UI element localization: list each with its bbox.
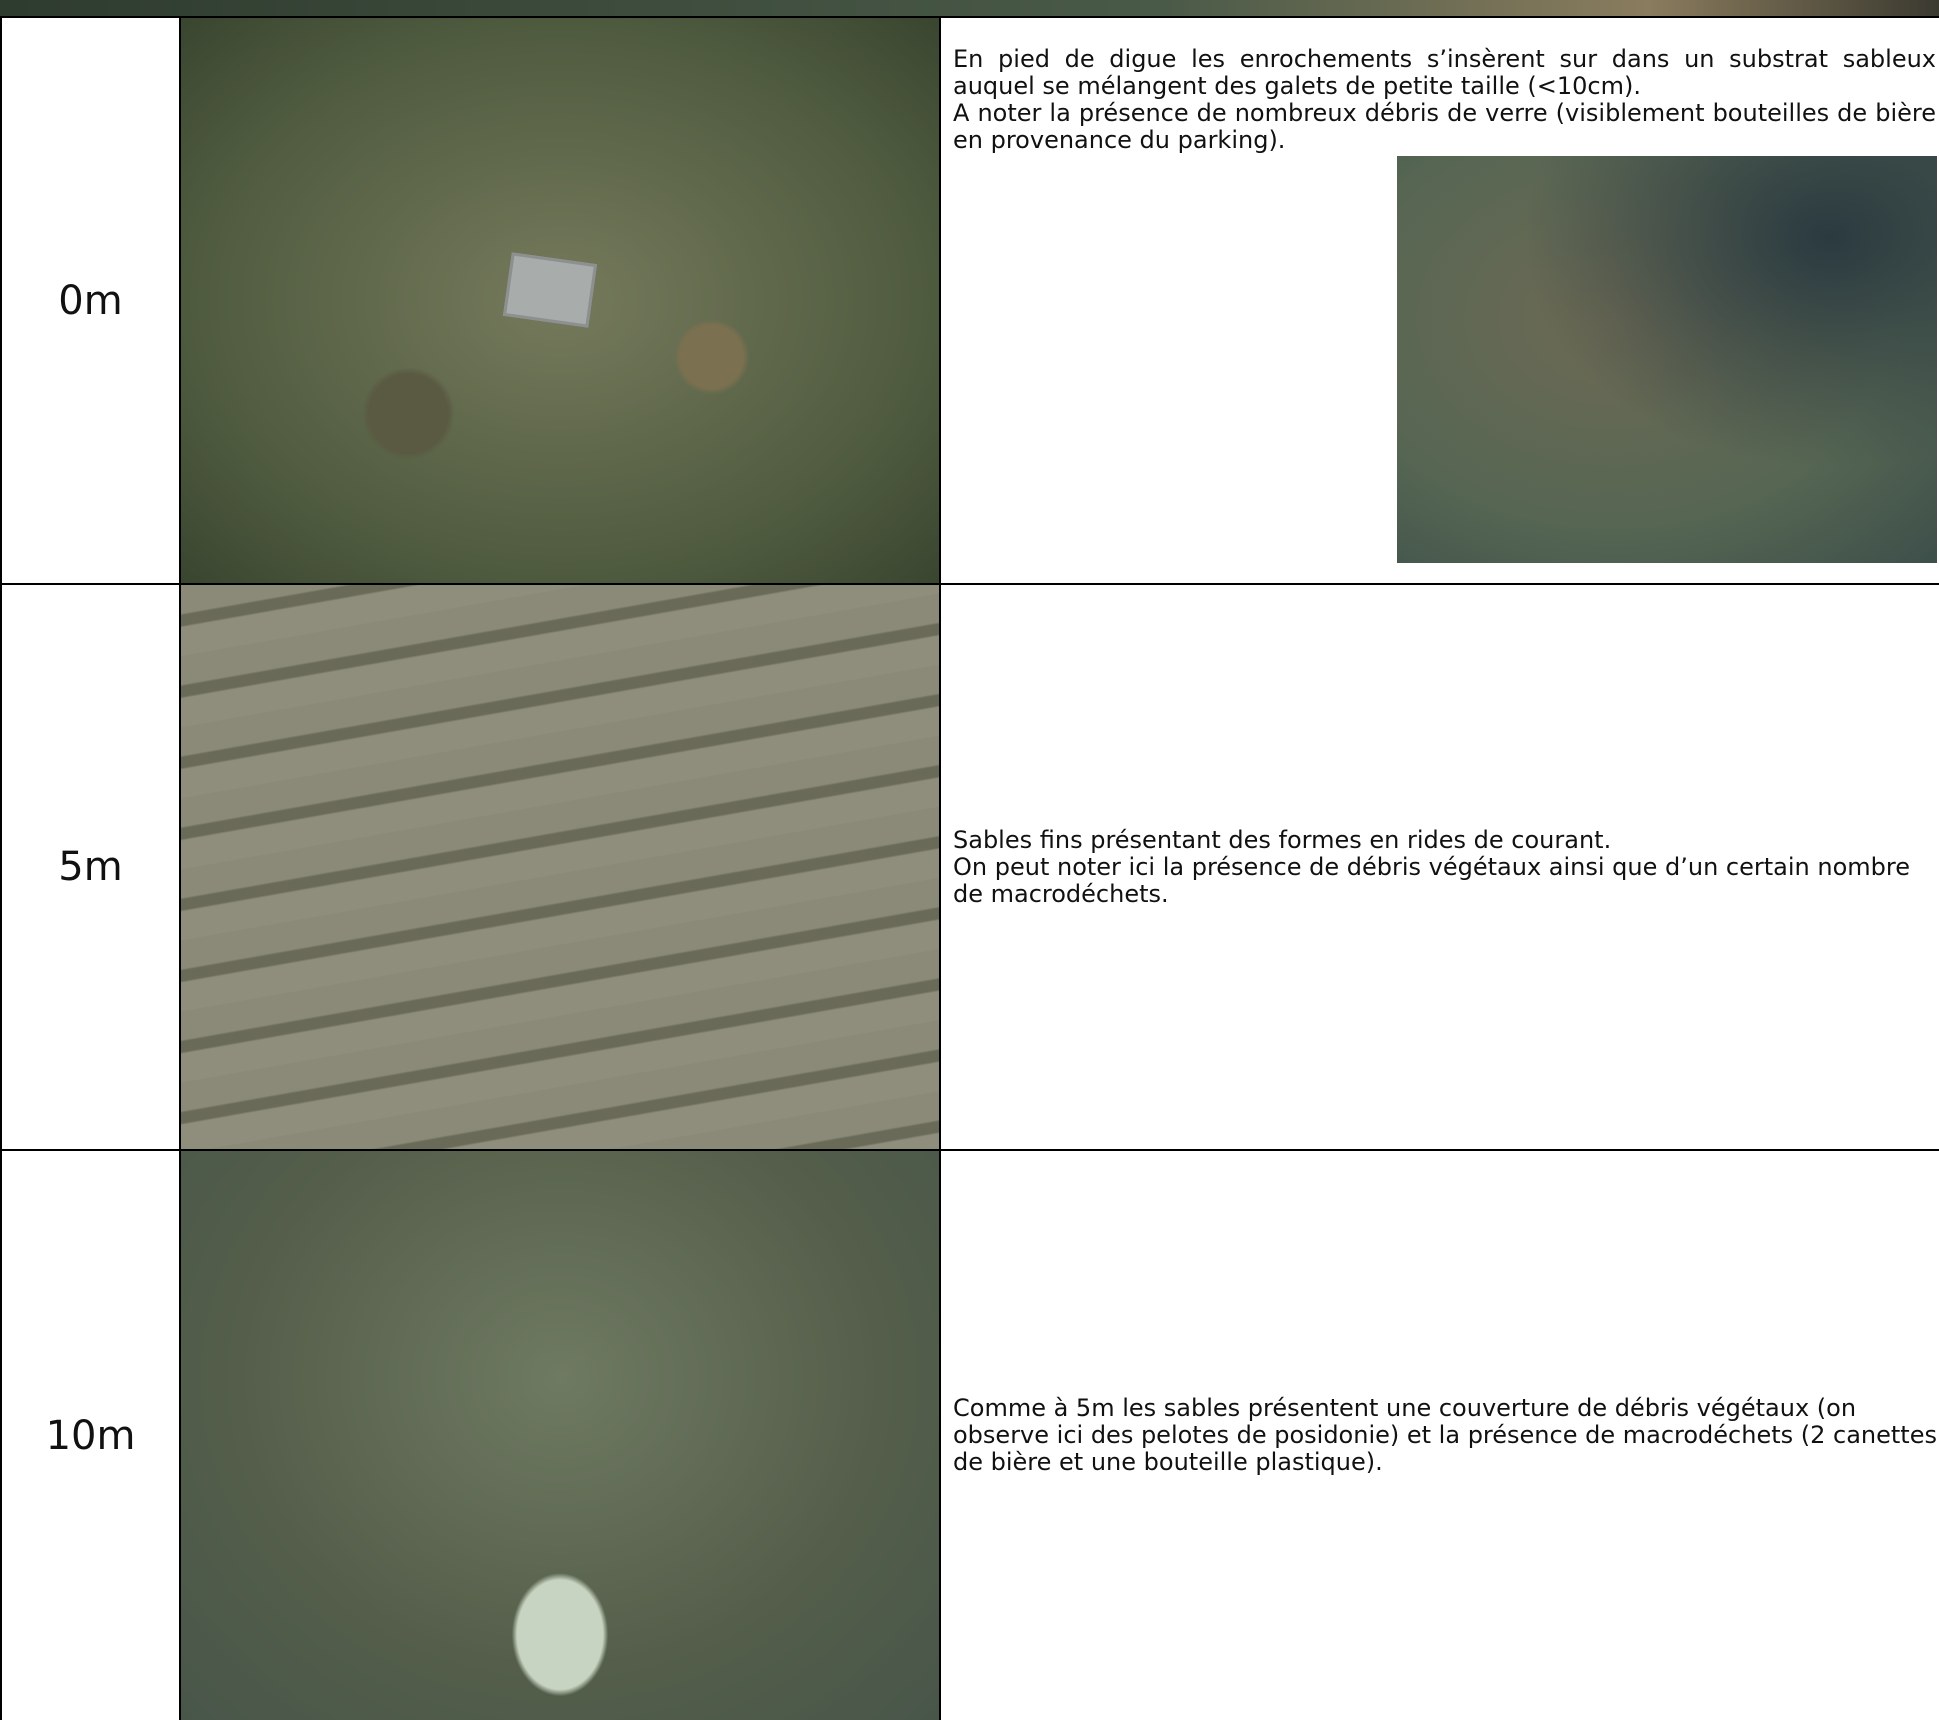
paragraph: En pied de digue les enrochements s’insè…: [953, 45, 1936, 100]
depth-label: 10m: [0, 1151, 179, 1720]
depth-label: 0m: [0, 18, 179, 583]
photo: [179, 585, 939, 1149]
paragraph: Sables fins présentant des formes en rid…: [953, 825, 1612, 854]
float-spacer: [1936, 46, 1937, 156]
table-row: 10m Comme à 5m les sables présentent une …: [0, 1149, 1939, 1720]
photo: [179, 18, 939, 583]
depth-label: 5m: [0, 585, 179, 1149]
header-strip: [0, 0, 1939, 16]
photo-detail: [502, 252, 598, 328]
paragraph: On peut noter ici la présence de débris …: [953, 852, 1910, 908]
paragraph: Comme à 5m les sables présentent une cou…: [953, 1394, 1937, 1476]
inset-photo: [1397, 156, 1937, 563]
description: Comme à 5m les sables présentent une cou…: [939, 1151, 1939, 1720]
description: En pied de digue les enrochements s’insè…: [939, 18, 1939, 583]
table-row: 5m Sables fins présentant des formes en r…: [0, 583, 1939, 1149]
description: Sables fins présentant des formes en rid…: [939, 585, 1939, 1149]
paragraph: A noter la présence de nombreux débris d…: [953, 99, 1936, 154]
photo: [179, 1151, 939, 1720]
table-row: 0m En pied de digue les enrochements s’in…: [0, 16, 1939, 583]
